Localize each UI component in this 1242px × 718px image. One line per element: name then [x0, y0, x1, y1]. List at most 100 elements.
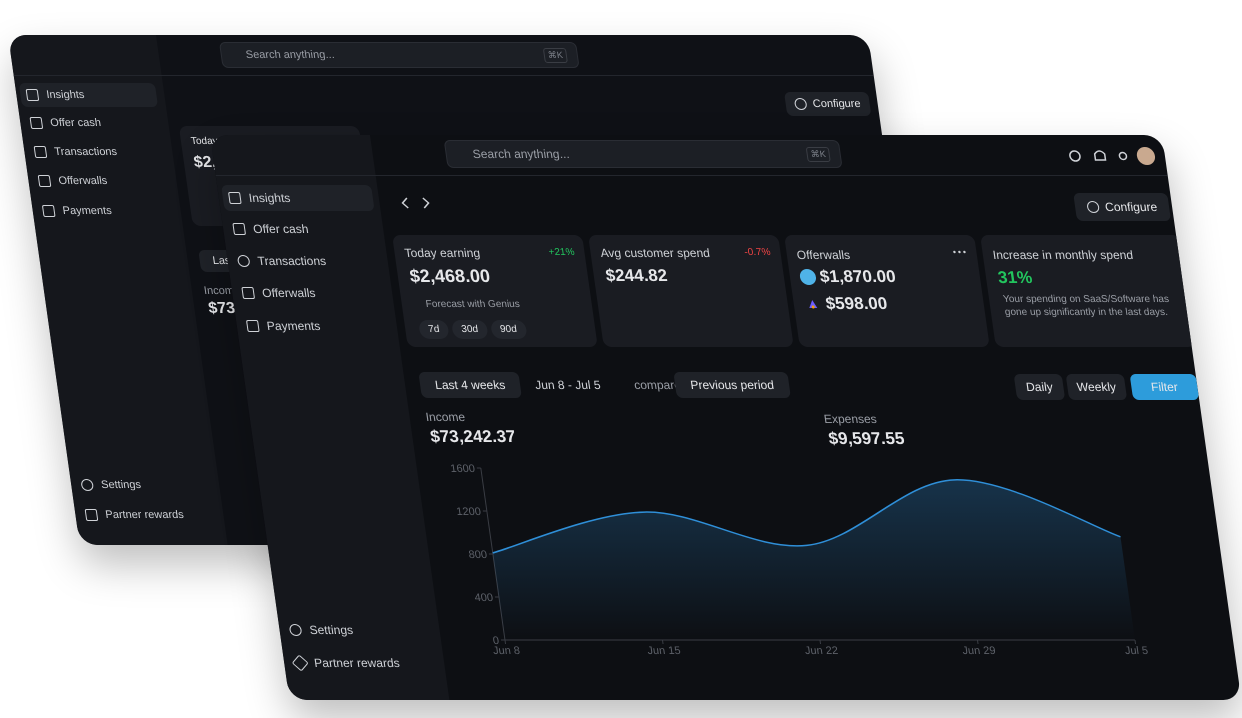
- nav-label: Partner rewards: [313, 656, 401, 670]
- nav-item[interactable]: Transactions: [236, 254, 327, 268]
- button-label: Weekly: [1075, 380, 1117, 394]
- card-note: Your spending on SaaS/Software has gone …: [1002, 294, 1170, 318]
- button-label: Configure: [811, 98, 862, 110]
- range-pill[interactable]: 30d: [451, 320, 489, 339]
- button-label: Configure: [1104, 200, 1159, 214]
- x-tick: [976, 640, 979, 644]
- card: Increase in monthly spend 31% Your spend…: [980, 235, 1196, 347]
- y-tick-label: 400: [474, 592, 494, 604]
- nav-item[interactable]: Partner rewards: [291, 654, 401, 672]
- search-placeholder: Search anything...: [244, 49, 336, 61]
- nav-item[interactable]: Settings: [288, 623, 354, 637]
- nav-label: Insights: [45, 89, 86, 101]
- nav-insights[interactable]: Insights: [221, 185, 375, 211]
- card: Offerwalls $1,870.00 $598.00: [784, 235, 990, 347]
- nav-label: Payments: [265, 319, 322, 333]
- filter-button[interactable]: Filter: [1129, 374, 1200, 400]
- back-arrow[interactable]: [401, 197, 409, 209]
- card: Today earning +21% $2,468.00 Forecast wi…: [392, 235, 598, 347]
- theme-icon[interactable]: [1118, 151, 1128, 161]
- nav-item[interactable]: Transactions: [33, 146, 118, 158]
- offerwall-amount: $1,870.00: [818, 267, 897, 286]
- icon: [241, 287, 256, 299]
- line: [492, 479, 1121, 554]
- icon: [236, 255, 251, 267]
- nav-item[interactable]: Partner rewards: [84, 509, 185, 521]
- nav-item[interactable]: Offerwalls: [241, 286, 316, 300]
- front-window: Search anything... ⌘K Insights Offer cas…: [210, 135, 1242, 700]
- search-box[interactable]: Search anything... ⌘K: [218, 42, 580, 68]
- nav-label: Settings: [308, 623, 354, 637]
- x-tick: [504, 640, 507, 644]
- button-label: Daily: [1025, 380, 1054, 394]
- nav-item[interactable]: Settings: [80, 479, 142, 491]
- range-pill[interactable]: 7d: [418, 320, 450, 339]
- forward-arrow[interactable]: [422, 197, 430, 209]
- view-button[interactable]: Daily: [1013, 374, 1066, 400]
- x-tick: [661, 640, 664, 644]
- nav-label: Offerwalls: [261, 286, 317, 300]
- button-label: Filter: [1150, 380, 1179, 394]
- nav-label: Offer cash: [252, 222, 310, 236]
- nav-item[interactable]: Payments: [246, 319, 321, 333]
- card-change: -0.7%: [743, 247, 772, 258]
- nav-label: Payments: [61, 205, 113, 217]
- icon: [33, 146, 48, 158]
- shortcut: ⌘K: [805, 146, 831, 162]
- shortcut: ⌘K: [542, 47, 568, 63]
- nav-label: Transactions: [53, 146, 118, 158]
- top-icons: [1069, 147, 1157, 165]
- icon: [29, 117, 44, 129]
- configure-button[interactable]: Configure: [1073, 193, 1172, 221]
- nav-label: Partner rewards: [104, 509, 185, 521]
- card-change: +21%: [547, 247, 576, 258]
- avatar[interactable]: [1136, 147, 1157, 165]
- x-tick: [819, 640, 822, 644]
- period-select[interactable]: Last 4 weeks: [418, 372, 522, 398]
- settings-icon[interactable]: [1069, 150, 1081, 162]
- x-tick: [1134, 640, 1137, 644]
- nav-label: Offer cash: [49, 117, 102, 129]
- card-title: Increase in monthly spend: [991, 248, 1134, 262]
- nav-item[interactable]: Offer cash: [232, 222, 309, 236]
- icon: [232, 223, 247, 235]
- nav-label: Offerwalls: [57, 175, 109, 187]
- comparison-select[interactable]: Previous period: [673, 372, 791, 398]
- more-menu[interactable]: [952, 249, 967, 255]
- forecast-link[interactable]: Forecast with Genius: [425, 299, 521, 310]
- area-fill: [492, 479, 1135, 640]
- icon: [246, 320, 260, 332]
- button-label: Previous period: [689, 378, 775, 392]
- icon: [84, 509, 99, 521]
- icon: [25, 89, 40, 101]
- icon: [1086, 201, 1100, 213]
- nav-item[interactable]: Offerwalls: [37, 175, 109, 187]
- view-button[interactable]: Weekly: [1065, 374, 1128, 400]
- history-arrows: [401, 197, 430, 209]
- date-range: Jun 8 - Jul 5: [534, 378, 602, 392]
- configure-button[interactable]: Configure: [784, 92, 872, 116]
- expenses-value: $9,597.55: [827, 429, 906, 448]
- icon: [228, 192, 242, 204]
- nav-item[interactable]: Offer cash: [29, 117, 102, 129]
- offerwall-amount: $598.00: [824, 294, 889, 313]
- x-tick-label: Jun 29: [962, 645, 997, 657]
- y-tick-label: 0: [492, 635, 500, 647]
- card: Avg customer spend -0.7% $244.82: [588, 235, 794, 347]
- nav-item[interactable]: Payments: [41, 205, 113, 217]
- button-label: Last 4 weeks: [434, 378, 507, 392]
- nav-label: Settings: [100, 479, 142, 491]
- icon: [37, 175, 52, 187]
- nav-insights[interactable]: Insights: [18, 83, 159, 107]
- card-value: 31%: [996, 268, 1034, 287]
- search-box[interactable]: Search anything... ⌘K: [443, 140, 843, 168]
- card-value: $2,468.00: [408, 266, 492, 286]
- x-tick-label: Jun 15: [647, 645, 682, 657]
- search-placeholder: Search anything...: [471, 147, 571, 161]
- income-value: $73,242.37: [429, 427, 517, 446]
- range-pill[interactable]: 90d: [489, 320, 528, 339]
- x-tick-label: Jun 22: [804, 645, 839, 657]
- card-title: Avg customer spend: [599, 246, 711, 260]
- bell-icon[interactable]: [1093, 150, 1107, 161]
